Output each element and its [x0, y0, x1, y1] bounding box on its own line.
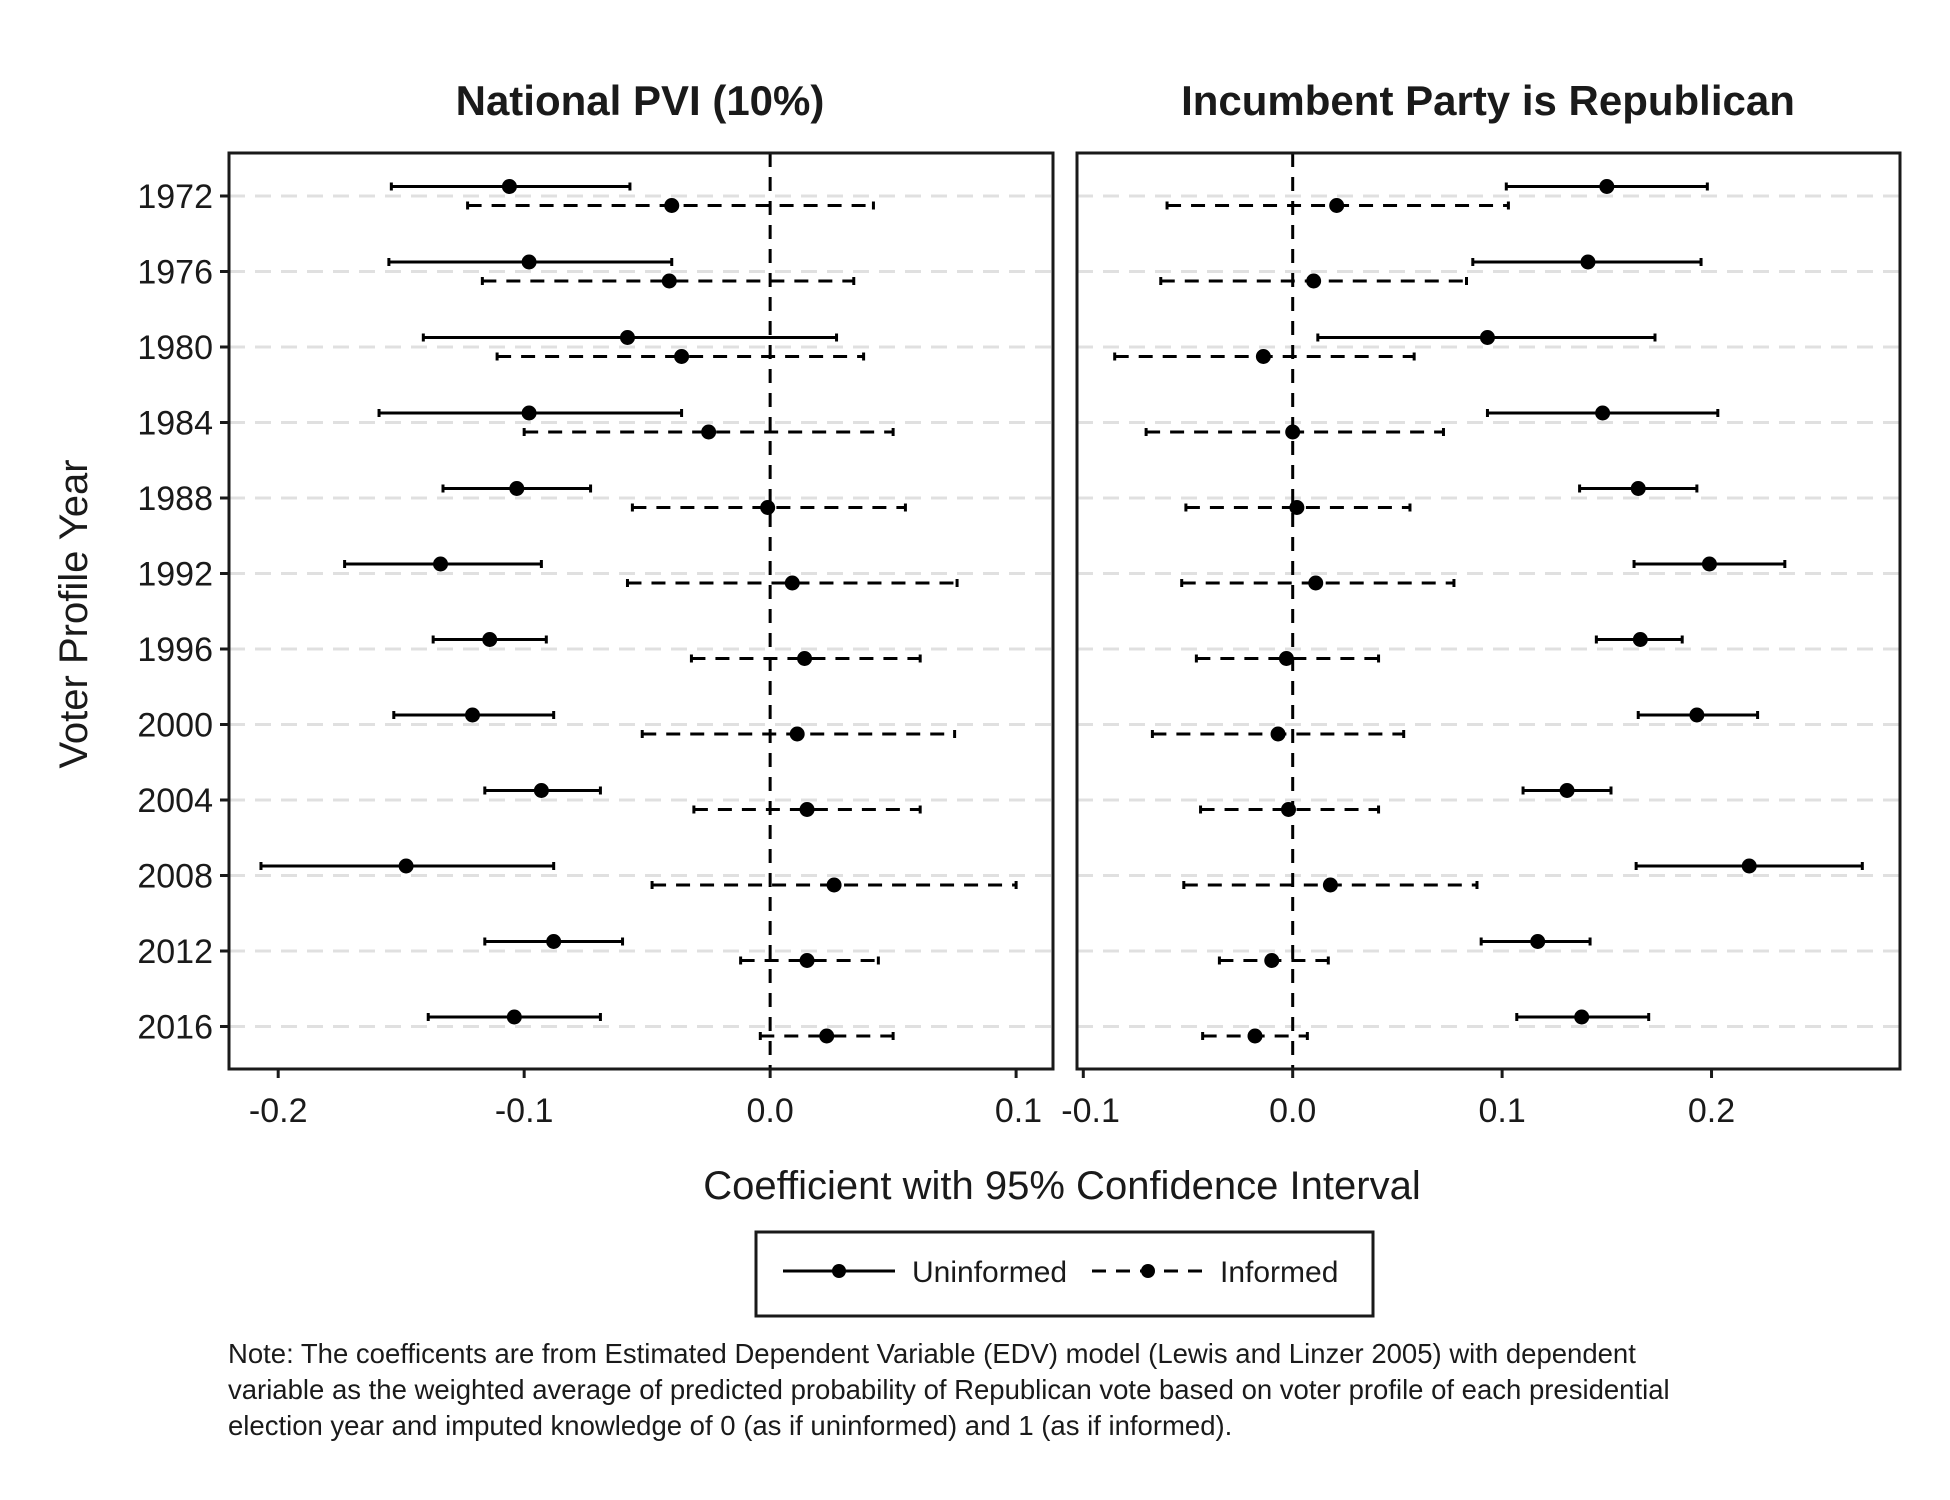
point-uninformed-2012 [1530, 934, 1546, 949]
point-informed-2008 [826, 877, 842, 893]
panel-title-incumbent-party: Incumbent Party is Republican [1181, 77, 1795, 124]
panel-title-national-pvi: National PVI (10%) [456, 77, 825, 124]
panel-national-pvi: -0.2 -0.1 0.0 0.1 [227, 151, 1055, 1130]
point-informed-2004 [799, 802, 815, 817]
x-tick-label: 0.1 [1478, 1092, 1525, 1130]
point-informed-2012 [1264, 953, 1280, 968]
point-uninformed-2016 [506, 1009, 522, 1025]
point-uninformed-1988 [509, 481, 525, 496]
point-informed-1972 [1329, 198, 1345, 213]
point-uninformed-2004 [1559, 783, 1575, 798]
point-uninformed-1980 [1479, 330, 1495, 345]
y-tick-label-2000: 2000 [137, 707, 213, 745]
y-tick-label-2008: 2008 [137, 858, 213, 896]
y-tick-label-1976: 1976 [137, 254, 213, 292]
point-informed-1984 [1285, 424, 1301, 440]
x-tick-label: -0.1 [495, 1092, 554, 1130]
point-uninformed-2012 [546, 934, 562, 949]
panel-incumbent-party: -0.1 0.0 0.1 0.2 [1061, 151, 1902, 1130]
panel-border [227, 151, 1055, 1071]
point-uninformed-1992 [433, 556, 449, 572]
point-uninformed-1972 [1599, 179, 1615, 194]
point-informed-1988 [760, 500, 776, 515]
legend-label-uninformed: Uninformed [912, 1256, 1067, 1289]
point-informed-1976 [1306, 273, 1322, 289]
y-tick-label-2016: 2016 [137, 1009, 213, 1047]
point-informed-1988 [1289, 500, 1305, 515]
point-informed-1992 [1308, 575, 1324, 591]
point-informed-2016 [819, 1028, 835, 1044]
point-uninformed-2004 [533, 783, 549, 798]
x-tick-label: -0.2 [249, 1092, 308, 1130]
point-informed-1992 [784, 575, 800, 591]
legend-key-uninformed-point [832, 1264, 846, 1278]
point-informed-1984 [701, 424, 717, 440]
x-tick-label: 0.0 [1269, 1092, 1316, 1130]
legend: Uninformed Informed [754, 1230, 1375, 1318]
point-informed-2000 [1270, 726, 1286, 742]
point-uninformed-1976 [521, 254, 537, 270]
legend-label-informed: Informed [1220, 1256, 1338, 1289]
point-uninformed-2016 [1574, 1009, 1590, 1025]
point-uninformed-2008 [1741, 858, 1757, 874]
point-uninformed-1992 [1701, 556, 1717, 572]
y-tick-label-2012: 2012 [137, 933, 213, 971]
point-uninformed-1972 [501, 179, 517, 194]
point-uninformed-1984 [1595, 405, 1611, 421]
point-informed-2016 [1247, 1028, 1263, 1044]
point-informed-2004 [1281, 802, 1297, 817]
y-tick-label-1996: 1996 [137, 631, 213, 669]
y-axis-title: Voter Profile Year [52, 459, 96, 768]
panel-background [1077, 153, 1900, 1069]
y-tick-labels: 1972 1976 1980 1984 1988 1992 1996 2000 2004 2008… [137, 178, 229, 1047]
y-tick-label-1984: 1984 [137, 405, 213, 443]
point-uninformed-2000 [465, 707, 481, 723]
point-uninformed-2008 [398, 858, 414, 874]
point-informed-1980 [1255, 349, 1271, 364]
point-informed-2008 [1322, 877, 1338, 893]
point-uninformed-1976 [1580, 254, 1596, 270]
point-uninformed-1988 [1630, 481, 1646, 496]
point-uninformed-1996 [482, 632, 498, 647]
legend-box [754, 1230, 1375, 1318]
point-informed-1980 [674, 349, 690, 364]
x-tick-label: -0.1 [1061, 1092, 1120, 1130]
x-tick-label: 0.2 [1688, 1092, 1735, 1130]
x-tick-label: 0.0 [747, 1092, 794, 1130]
y-tick-label-1980: 1980 [137, 329, 213, 367]
point-uninformed-1984 [521, 405, 537, 421]
panel-background [229, 153, 1053, 1069]
point-informed-2000 [789, 726, 805, 742]
point-informed-1976 [661, 273, 677, 289]
figure-note: Note: The coefficents are from Estimated… [228, 1338, 1670, 1441]
point-uninformed-1980 [619, 330, 635, 345]
point-informed-1996 [1278, 651, 1294, 666]
point-uninformed-1996 [1632, 632, 1648, 647]
panel-border [1075, 151, 1902, 1071]
point-uninformed-2000 [1689, 707, 1705, 723]
point-informed-1996 [797, 651, 813, 666]
y-tick-label-1988: 1988 [137, 480, 213, 518]
x-tick-label: 0.1 [995, 1092, 1042, 1130]
y-tick-label-1992: 1992 [137, 556, 213, 594]
point-informed-1972 [664, 198, 680, 213]
y-tick-label-1972: 1972 [137, 178, 213, 216]
legend-key-informed-point [1141, 1264, 1155, 1278]
y-tick-label-2004: 2004 [137, 782, 213, 820]
x-axis-title: Coefficient with 95% Confidence Interval [703, 1164, 1420, 1208]
point-informed-2012 [799, 953, 815, 968]
